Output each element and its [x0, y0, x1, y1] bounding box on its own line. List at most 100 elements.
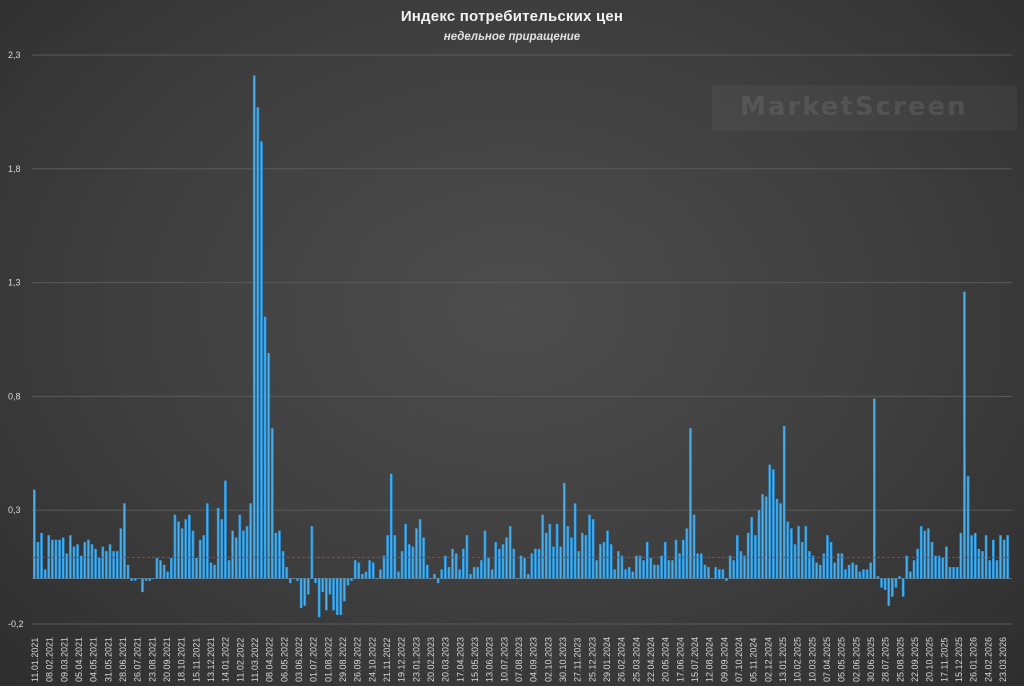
bar — [332, 578, 336, 611]
bar — [245, 526, 249, 579]
bar — [981, 551, 984, 579]
x-tick-label: 25.12.2023 — [587, 637, 597, 682]
bar — [375, 578, 379, 580]
bar — [959, 532, 963, 579]
bar — [606, 530, 610, 579]
bar — [483, 530, 487, 579]
bar — [955, 567, 959, 579]
bar — [977, 548, 981, 579]
bar — [934, 555, 938, 579]
bar — [898, 576, 902, 579]
bar — [288, 578, 292, 584]
bar — [270, 428, 274, 579]
bar — [123, 503, 126, 579]
bar — [588, 514, 592, 579]
bar — [577, 551, 581, 579]
bar — [440, 569, 444, 579]
bar — [325, 578, 328, 611]
y-tick-label: 1,3 — [8, 278, 21, 288]
x-tick-label: 27.11.2023 — [573, 638, 583, 682]
bar — [930, 542, 934, 579]
bar — [108, 544, 112, 579]
bar — [317, 578, 321, 618]
bar — [901, 578, 905, 597]
bar — [970, 535, 974, 579]
bar — [364, 571, 368, 579]
bar — [436, 578, 440, 584]
x-tick-label: 26.02.2024 — [617, 637, 627, 682]
x-tick-label: 10.03.2025 — [807, 637, 817, 682]
bar — [242, 530, 245, 579]
x-tick-label: 29.08.2022 — [338, 637, 348, 682]
bar — [501, 544, 505, 579]
x-tick-label: 22.04.2024 — [646, 637, 656, 682]
bar — [620, 555, 624, 579]
bar — [260, 141, 263, 579]
bar — [768, 464, 772, 579]
x-tick-label: 02.06.2025 — [851, 637, 861, 682]
bar — [927, 528, 930, 579]
bar — [61, 537, 65, 579]
bar — [642, 560, 646, 579]
bar — [303, 578, 307, 606]
bar — [891, 578, 894, 597]
bar — [33, 489, 36, 579]
bar — [880, 578, 884, 588]
bar — [231, 530, 235, 579]
bar — [530, 553, 534, 579]
bar — [173, 514, 177, 579]
bar — [425, 564, 429, 579]
bar — [462, 548, 465, 579]
bar — [797, 526, 801, 579]
bar — [667, 560, 671, 579]
bar — [988, 560, 992, 579]
x-tick-label: 06.05.2022 — [279, 637, 289, 682]
bar — [220, 519, 224, 579]
bar — [101, 546, 105, 579]
bar — [404, 523, 408, 579]
bar — [631, 571, 635, 579]
bar — [649, 558, 653, 579]
bar — [580, 532, 584, 579]
bar — [418, 519, 422, 579]
bar — [411, 546, 415, 579]
bar — [361, 573, 364, 579]
bar — [458, 569, 462, 579]
x-tick-label: 03.06.2022 — [294, 637, 304, 682]
bar — [371, 562, 375, 579]
bar — [310, 526, 314, 579]
bar — [941, 558, 945, 579]
bar — [963, 291, 966, 579]
bar — [984, 535, 988, 579]
bar — [966, 476, 970, 579]
bar — [285, 567, 289, 579]
bar — [775, 498, 779, 579]
bar — [660, 555, 664, 579]
bar — [454, 553, 458, 579]
bar — [894, 578, 898, 588]
x-tick-label: 23.01.2023 — [411, 637, 421, 682]
x-tick-label: 21.11.2022 — [382, 638, 392, 682]
bar — [51, 539, 54, 579]
bar — [155, 558, 159, 579]
bar — [422, 537, 426, 579]
bar — [689, 428, 692, 579]
bar — [710, 578, 714, 580]
bar — [494, 542, 498, 579]
x-tick-label: 31.05.2021 — [103, 637, 113, 682]
x-tick-label: 28.06.2021 — [118, 637, 128, 682]
bar — [490, 569, 494, 579]
bar — [1002, 539, 1006, 579]
bar — [573, 503, 577, 579]
y-tick-label: 0,8 — [8, 391, 21, 401]
bar — [36, 542, 40, 579]
bar — [97, 558, 101, 579]
bar — [595, 560, 599, 579]
bar — [69, 535, 72, 579]
bar — [541, 514, 545, 579]
bar — [772, 469, 775, 579]
bar — [328, 578, 332, 595]
bar — [909, 571, 912, 579]
bar — [65, 553, 69, 579]
